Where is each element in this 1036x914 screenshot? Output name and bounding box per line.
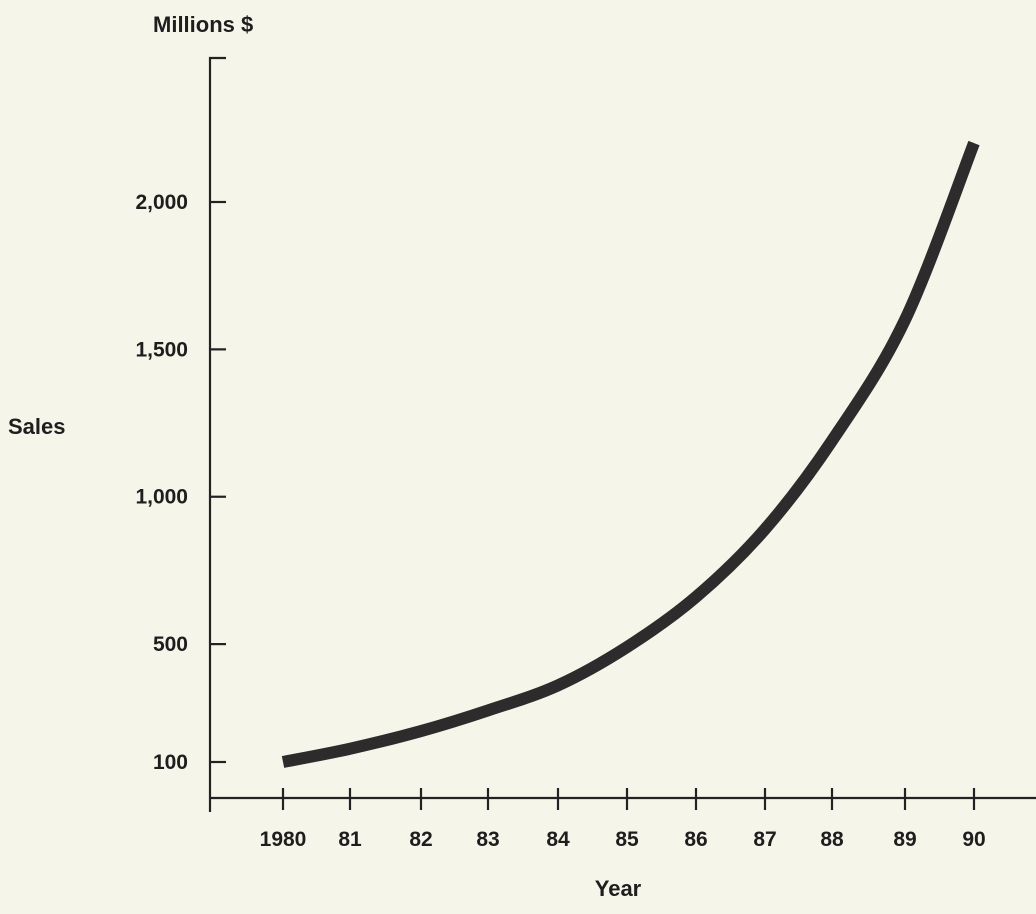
y-tick-label: 1,500 (135, 338, 188, 361)
y-tick-label: 500 (153, 633, 188, 656)
y-axis-line (208, 56, 226, 812)
x-tick-label: 83 (476, 828, 499, 851)
x-tick-label: 81 (338, 828, 362, 851)
sales-data-point (902, 317, 908, 323)
y-tick-label: 1,000 (135, 486, 188, 509)
sales-data-point (418, 728, 424, 734)
x-tick-label: 84 (546, 828, 570, 851)
sales-data-point (693, 594, 699, 600)
x-tick-label: 86 (684, 828, 707, 851)
sales-data-point (347, 746, 353, 752)
x-tick-label: 90 (962, 828, 985, 851)
x-axis-ticks: 1980 81 82 83 84 85 86 87 88 89 90 (260, 788, 986, 851)
y-tick-label: 100 (153, 751, 188, 774)
series-layer (280, 140, 980, 768)
sales-series-line (281, 140, 980, 768)
sales-data-point (624, 644, 630, 650)
y-axis-title: Sales (8, 414, 66, 439)
sales-data-point (555, 682, 561, 688)
sales-data-point (485, 707, 491, 713)
x-tick-label: 82 (409, 828, 432, 851)
x-tick-label: 1980 (260, 828, 307, 851)
sales-data-point (280, 759, 286, 765)
x-tick-label: 85 (615, 828, 639, 851)
x-tick-label: 87 (753, 828, 776, 851)
y-axis-ticks: 100 500 1,000 1,500 2,000 (135, 191, 226, 774)
sales-data-point (971, 140, 977, 146)
sales-data-point (829, 438, 835, 444)
y-axis-unit-label: Millions $ (153, 12, 253, 37)
x-tick-label: 89 (893, 828, 916, 851)
x-tick-label: 88 (820, 828, 844, 851)
sales-data-point (762, 526, 768, 532)
x-axis-title: Year (595, 876, 642, 901)
y-tick-label: 2,000 (135, 191, 188, 214)
